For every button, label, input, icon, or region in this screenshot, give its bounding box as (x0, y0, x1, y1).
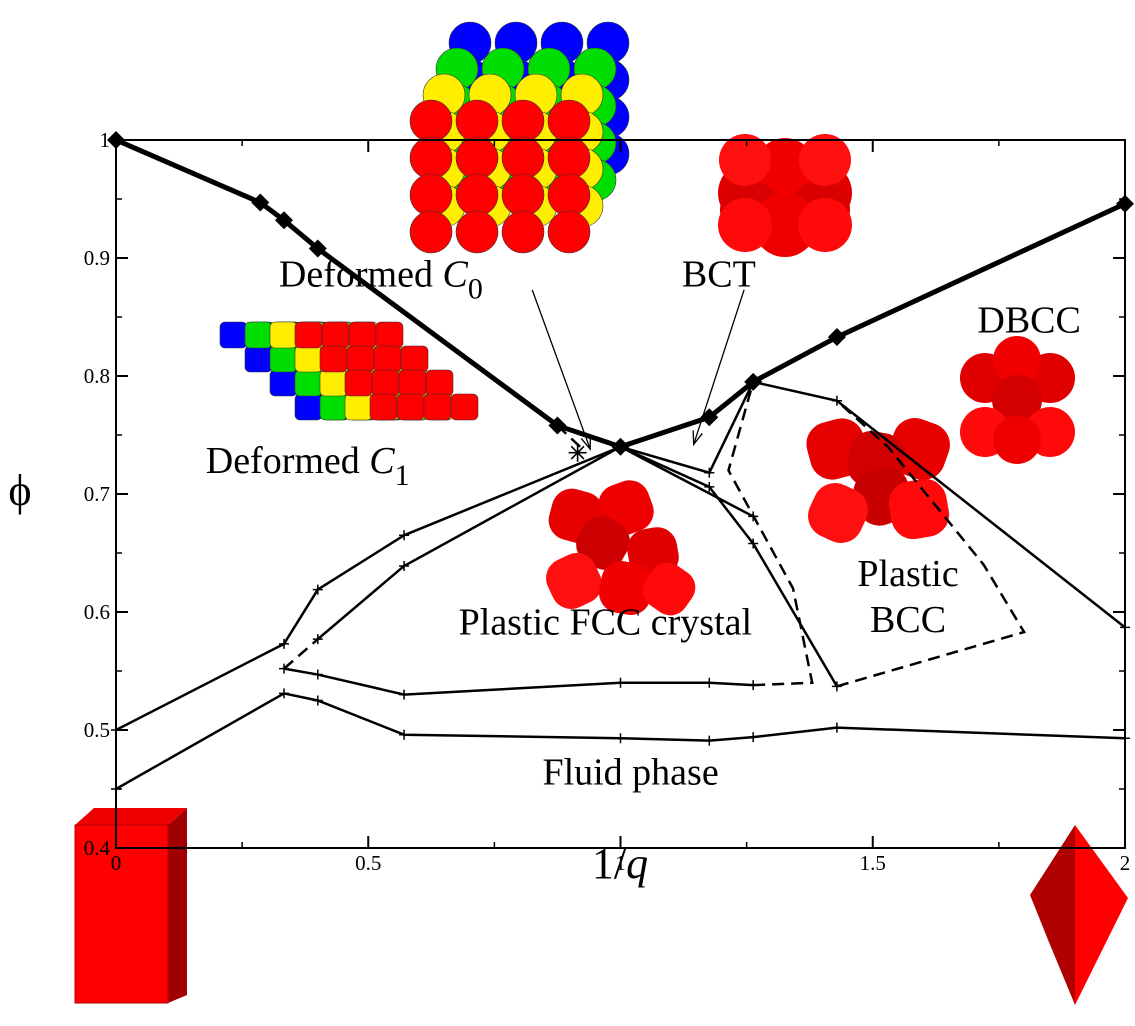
plus-point (704, 677, 715, 688)
plus-point (748, 732, 759, 743)
plus-point (278, 638, 289, 649)
y-tick-label: 0.5 (84, 718, 110, 742)
y-tick-label: 1 (100, 128, 111, 152)
plus-point (312, 584, 323, 595)
plus-point (278, 688, 289, 699)
region-label: Plastic FCC crystal (459, 601, 752, 643)
plus-point (399, 729, 410, 740)
region-label: Plastic (857, 553, 958, 595)
series-line-dashed (556, 424, 581, 448)
deformed-c1-lattice-illustration (219, 321, 479, 421)
plastic-bcc-cluster-illustration (806, 418, 950, 543)
plus-point (111, 784, 121, 794)
y-tick-label: 0.8 (84, 364, 110, 388)
cube-shape-illustration (74, 808, 187, 1004)
y-tick-label: 0.7 (84, 482, 110, 506)
asterisk-point (568, 443, 587, 462)
region-label: Fluid phase (542, 751, 718, 793)
octahedron-shape-illustration (1030, 825, 1128, 1005)
y-tick-label: 0.6 (84, 600, 110, 624)
bct-cluster-illustration (718, 134, 852, 257)
dbcc-cluster-illustration (960, 336, 1075, 464)
plus-point (1120, 622, 1130, 633)
diamond-point (308, 239, 327, 258)
deformed-c0-lattice-illustration (409, 21, 630, 254)
diamond-point (827, 328, 846, 347)
region-label: DBCC (977, 299, 1080, 341)
x-axis-label: 1/q (592, 839, 648, 888)
region-label: BCC (870, 599, 946, 641)
series-line-solid-plus (316, 445, 839, 687)
plus-point (312, 669, 323, 680)
pointer-arrowhead (692, 430, 703, 447)
x-tick-label: 1 (615, 851, 626, 875)
diamond-point (1116, 194, 1134, 213)
series-line-solid-plus (283, 667, 754, 696)
pointer-arrowhead (580, 435, 591, 451)
region-label: BCT (682, 253, 756, 295)
pointer-line (693, 289, 745, 445)
plus-point (111, 725, 121, 735)
plus-point (399, 689, 410, 700)
series-line-solid-plus (619, 445, 754, 518)
diamond-point (107, 131, 125, 149)
plastic-fcc-cluster-illustration (546, 480, 696, 616)
particle-illustrations (74, 21, 1128, 1005)
axis-ticks: 0 0.5 1 1.5 2 0.4 0.5 0.6 0.7 0.8 0.9 1 (84, 128, 1131, 875)
diamond-point (274, 211, 293, 230)
y-axis-label: ϕ (8, 466, 31, 515)
plus-point (1120, 733, 1130, 744)
region-label: Deformed C1 (206, 440, 410, 492)
x-tick-label: 2 (1120, 851, 1131, 875)
y-tick-label: 0.4 (84, 836, 111, 860)
plus-point (704, 467, 715, 478)
plus-point (399, 530, 410, 541)
x-tick-label: 1.5 (860, 851, 886, 875)
plus-point (312, 695, 323, 706)
plus-point (615, 733, 626, 744)
annotation-pointers (531, 289, 745, 451)
diamond-point (251, 193, 270, 212)
series-layer (107, 131, 1134, 794)
plus-point (831, 395, 842, 406)
plus-point (704, 735, 715, 746)
plus-point (615, 677, 626, 688)
plus-point (831, 722, 842, 733)
plus-point (615, 441, 626, 452)
y-tick-label: 0.9 (84, 246, 110, 270)
plus-point (704, 481, 715, 492)
pointer-line (531, 289, 591, 450)
x-tick-label: 0.5 (355, 851, 381, 875)
x-tick-label: 0 (111, 851, 122, 875)
series-line-dashed (283, 638, 319, 670)
series-line-dashed (836, 399, 1027, 688)
series-line-dashed (727, 381, 814, 687)
series-line-thick-diamond (115, 137, 1127, 450)
plus-point (399, 560, 410, 571)
diamond-point (700, 408, 719, 427)
plus-point (748, 538, 759, 549)
